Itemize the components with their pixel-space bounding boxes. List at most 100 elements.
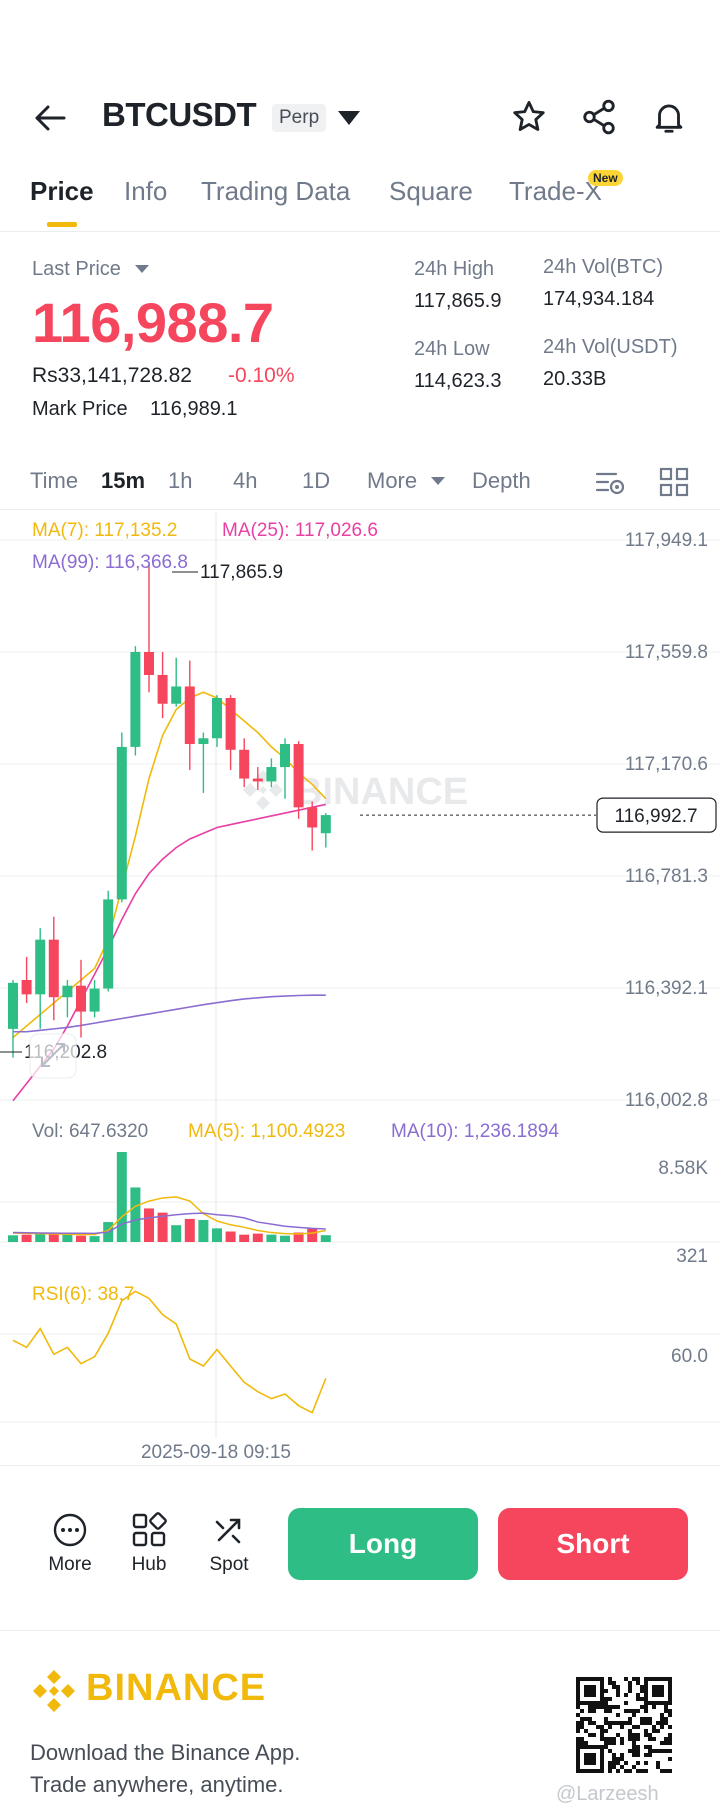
- interval-1d[interactable]: 1D: [302, 468, 331, 493]
- candle-body: [307, 807, 318, 828]
- qr-module: [664, 1737, 668, 1741]
- qr-module: [632, 1765, 636, 1769]
- kline-chart[interactable]: BINANCE MA(7): 117,135.2 MA(25): 117,026…: [0, 512, 720, 1462]
- qr-module: [600, 1765, 604, 1769]
- symbol-title[interactable]: BTCUSDT: [102, 96, 257, 133]
- qr-module: [624, 1677, 628, 1681]
- rsi-pane: [12, 1290, 327, 1414]
- qr-module: [604, 1697, 608, 1701]
- qr-module: [632, 1733, 636, 1737]
- qr-module: [664, 1769, 668, 1773]
- interval-time[interactable]: Time: [30, 468, 79, 493]
- qr-module: [652, 1725, 656, 1729]
- qr-module: [644, 1705, 648, 1709]
- qr-module: [644, 1769, 648, 1773]
- qr-module: [648, 1677, 652, 1681]
- more-dots-icon: [50, 1510, 90, 1550]
- qr-module: [648, 1701, 652, 1705]
- qr-module: [648, 1717, 652, 1721]
- candle-body: [21, 979, 32, 995]
- qr-module: [636, 1733, 640, 1737]
- qr-module: [668, 1693, 672, 1697]
- more-caret-icon[interactable]: [430, 474, 446, 492]
- qr-module: [604, 1709, 608, 1713]
- qr-module: [644, 1701, 648, 1705]
- ma25-line: [12, 803, 326, 1102]
- spot-swap-icon: [209, 1510, 249, 1550]
- qr-module: [644, 1693, 648, 1697]
- more-button[interactable]: More: [35, 1510, 105, 1576]
- qr-module: [660, 1701, 664, 1705]
- short-button[interactable]: Short: [498, 1508, 688, 1580]
- qr-module: [660, 1749, 664, 1753]
- interval-4h[interactable]: 4h: [233, 468, 258, 493]
- qr-module: [624, 1709, 628, 1713]
- long-button[interactable]: Long: [288, 1508, 478, 1580]
- tab-trade-x[interactable]: Trade-X: [509, 176, 602, 206]
- qr-module: [656, 1761, 660, 1765]
- candle-body: [252, 778, 263, 782]
- depth-tab[interactable]: Depth: [472, 468, 531, 493]
- qr-module: [624, 1701, 628, 1705]
- qr-module: [640, 1721, 644, 1725]
- qr-module: [596, 1705, 600, 1709]
- qr-module: [588, 1709, 592, 1713]
- qr-module: [632, 1737, 636, 1741]
- qr-module: [584, 1677, 588, 1681]
- qr-module: [628, 1681, 632, 1685]
- qr-module: [652, 1693, 656, 1697]
- qr-module: [600, 1761, 604, 1765]
- caret-down-icon[interactable]: [134, 262, 150, 280]
- interval-1h[interactable]: 1h: [168, 468, 193, 493]
- qr-module: [576, 1701, 580, 1705]
- bell-icon[interactable]: [646, 94, 692, 140]
- interval-more[interactable]: More: [367, 468, 418, 493]
- chart-settings-icon[interactable]: [594, 466, 626, 503]
- qr-module: [612, 1753, 616, 1757]
- price-tick: 116,392.1: [625, 978, 708, 999]
- qr-module: [592, 1701, 596, 1705]
- qr-module: [628, 1709, 632, 1713]
- qr-module: [592, 1757, 596, 1761]
- share-icon[interactable]: [576, 94, 622, 140]
- qr-module: [576, 1769, 580, 1773]
- tab-price[interactable]: Price: [30, 176, 94, 206]
- tab-trading-data[interactable]: Trading Data: [201, 176, 351, 206]
- qr-module: [576, 1745, 580, 1749]
- qr-module: [612, 1721, 616, 1725]
- interval-15m[interactable]: 15m: [101, 468, 146, 493]
- candle-body: [35, 939, 46, 995]
- expand-chart-icon[interactable]: [29, 1033, 77, 1079]
- layout-grid-icon[interactable]: [658, 466, 690, 503]
- qr-module: [644, 1733, 648, 1737]
- chevron-down-icon[interactable]: [336, 108, 362, 128]
- qr-module: [636, 1769, 640, 1773]
- active-tab-indicator: [47, 222, 77, 227]
- tab-square[interactable]: Square: [389, 176, 473, 206]
- qr-module: [588, 1769, 592, 1773]
- qr-module: [584, 1729, 588, 1733]
- qr-module: [608, 1737, 612, 1741]
- qr-module: [580, 1769, 584, 1773]
- bottom-action-bar: More Hub Spot Long Short: [0, 1465, 720, 1625]
- last-price-label[interactable]: Last Price: [32, 258, 121, 280]
- back-arrow-icon[interactable]: [28, 96, 72, 140]
- qr-module: [576, 1725, 580, 1729]
- candle-body: [320, 815, 331, 834]
- tab-info[interactable]: Info: [124, 176, 168, 206]
- rsi-tick: 60.0: [671, 1346, 708, 1367]
- star-icon[interactable]: [506, 94, 552, 140]
- qr-module: [656, 1701, 660, 1705]
- qr-module: [616, 1757, 620, 1761]
- qr-module: [624, 1769, 628, 1773]
- qr-module: [660, 1685, 664, 1689]
- qr-module: [664, 1709, 668, 1713]
- qr-module: [668, 1737, 672, 1741]
- spot-button[interactable]: Spot: [194, 1510, 264, 1576]
- hub-button[interactable]: Hub: [114, 1510, 184, 1576]
- spot-label: Spot: [209, 1554, 249, 1575]
- qr-module: [600, 1705, 604, 1709]
- qr-module: [668, 1757, 672, 1761]
- qr-module: [576, 1705, 580, 1709]
- qr-module: [612, 1761, 616, 1765]
